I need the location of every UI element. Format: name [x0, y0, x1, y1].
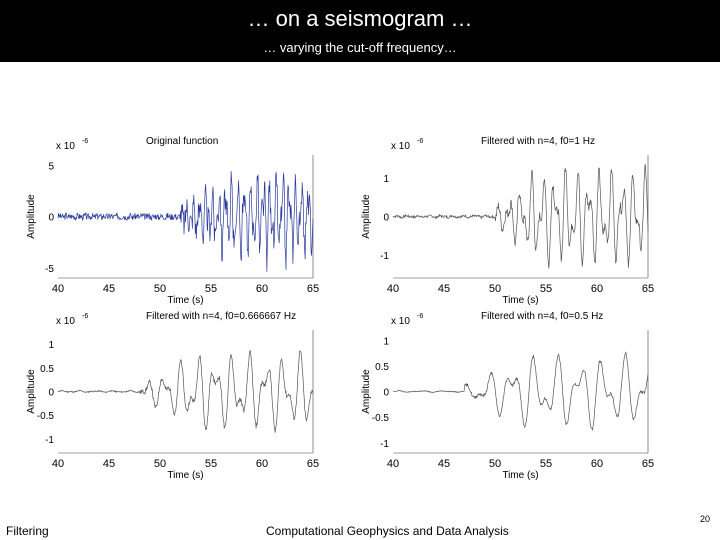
- y-tick-label: 0: [48, 388, 54, 399]
- scale-factor: x 10: [56, 316, 75, 327]
- y-axis-label: Amplitude: [26, 194, 37, 239]
- slide-header: … on a seismogram … … varying the cut-of…: [0, 0, 720, 62]
- x-tick-label: 50: [154, 458, 166, 470]
- x-tick-label: 50: [154, 283, 166, 295]
- x-tick-label: 60: [591, 458, 603, 470]
- seismogram-trace: [392, 351, 649, 431]
- x-tick-label: 40: [387, 283, 399, 295]
- footer-center: Computational Geophysics and Data Analys…: [266, 524, 509, 538]
- x-tick-label: 60: [256, 283, 268, 295]
- x-tick-label: 65: [307, 283, 319, 295]
- scale-exponent: -6: [82, 138, 88, 145]
- y-tick-label: -0.5: [372, 413, 390, 424]
- x-tick-label: 65: [307, 458, 319, 470]
- y-tick-label: 1: [383, 336, 389, 347]
- x-axis-label: Time (s): [502, 470, 538, 481]
- scale-exponent: -6: [417, 138, 423, 145]
- seismogram-trace: [392, 163, 649, 269]
- x-axis-label: Time (s): [167, 295, 203, 306]
- subplot-3: 40 45 50 55 60 65 1 0.5 0 -0.5 -1 Time (s) Amplitude…: [26, 311, 319, 481]
- x-tick-label: 55: [205, 458, 217, 470]
- x-tick-label: 40: [52, 458, 64, 470]
- x-tick-label: 55: [540, 458, 552, 470]
- x-tick-label: 50: [489, 283, 501, 295]
- page-number: 20: [700, 514, 711, 524]
- x-tick-label: 55: [540, 283, 552, 295]
- y-tick-label: 0: [383, 213, 389, 224]
- y-tick-label: 0.5: [375, 362, 389, 373]
- seismogram-trace: [57, 171, 314, 272]
- scale-factor: x 10: [391, 141, 410, 152]
- x-tick-label: 40: [387, 458, 399, 470]
- y-tick-label: 0: [48, 213, 54, 224]
- x-axis-label: Time (s): [167, 470, 203, 481]
- x-tick-label: 60: [591, 283, 603, 295]
- subplot-title: Original function: [146, 136, 218, 147]
- scale-exponent: -6: [82, 313, 88, 320]
- subplot-title: Filtered with n=4, f0=0.666667 Hz: [146, 311, 296, 322]
- seismogram-trace: [57, 349, 314, 433]
- y-tick-label: 0: [383, 388, 389, 399]
- y-tick-label: 1: [383, 174, 389, 185]
- y-tick-label: -1: [380, 439, 389, 450]
- y-tick-label: -1: [45, 435, 54, 446]
- y-axis-label: Amplitude: [26, 369, 37, 414]
- x-tick-label: 45: [103, 283, 115, 295]
- x-tick-label: 50: [489, 458, 501, 470]
- y-tick-label: 5: [48, 161, 54, 172]
- slide-title: … on a seismogram …: [247, 6, 473, 31]
- y-tick-label: -5: [45, 264, 54, 275]
- scale-exponent: -6: [417, 313, 423, 320]
- x-tick-label: 40: [52, 283, 64, 295]
- scale-factor: x 10: [56, 141, 75, 152]
- y-tick-label: -0.5: [37, 411, 55, 422]
- x-axis-label: Time (s): [502, 295, 538, 306]
- slide-subtitle: … varying the cut-off frequency…: [263, 40, 457, 55]
- y-tick-label: -1: [380, 251, 389, 262]
- x-tick-label: 55: [205, 283, 217, 295]
- y-axis-label: Amplitude: [361, 369, 372, 414]
- y-tick-label: 0.5: [40, 364, 54, 375]
- x-tick-label: 60: [256, 458, 268, 470]
- subplot-2: 40 45 50 55 60 65 1 0 -1 Time (s) Amplitude Filtere…: [361, 136, 654, 306]
- x-tick-label: 65: [642, 283, 654, 295]
- subplot-title: Filtered with n=4, f0=0.5 Hz: [481, 311, 603, 322]
- x-tick-label: 45: [103, 458, 115, 470]
- subplot-4: 40 45 50 55 60 65 1 0.5 0 -0.5 -1 Time (s) Amplitude…: [361, 311, 654, 481]
- footer-left: Filtering: [6, 524, 49, 538]
- y-tick-label: 1: [48, 340, 54, 351]
- x-tick-label: 45: [438, 458, 450, 470]
- x-tick-label: 65: [642, 458, 654, 470]
- subplot-title: Filtered with n=4, f0=1 Hz: [481, 136, 595, 147]
- scale-factor: x 10: [391, 316, 410, 327]
- y-axis-label: Amplitude: [361, 194, 372, 239]
- x-tick-label: 45: [438, 283, 450, 295]
